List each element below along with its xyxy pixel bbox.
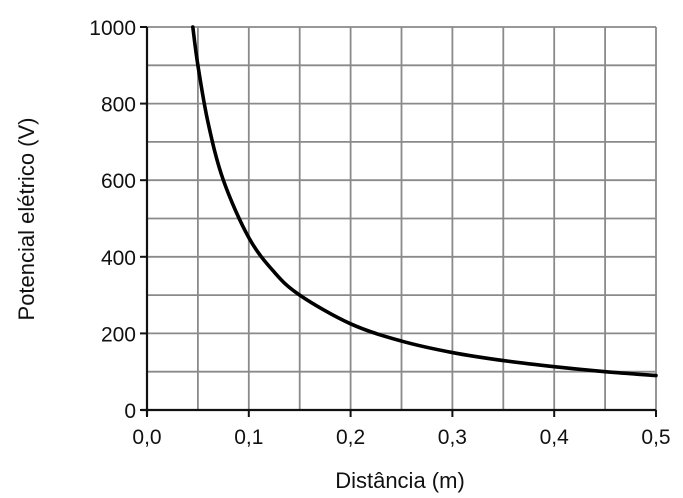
x-tick-label: 0,4 bbox=[540, 426, 570, 449]
x-tick-label: 0,5 bbox=[641, 426, 670, 449]
y-tick-label: 0 bbox=[124, 400, 136, 423]
y-tick-label: 200 bbox=[101, 323, 136, 346]
y-tick-label: 600 bbox=[101, 170, 136, 193]
axes bbox=[141, 27, 656, 416]
ticks bbox=[140, 26, 657, 417]
x-tick-label: 0,2 bbox=[336, 426, 365, 449]
y-tick-label: 800 bbox=[101, 94, 136, 117]
x-tick-label: 0,3 bbox=[438, 426, 467, 449]
x-tick-label: 0,0 bbox=[132, 426, 161, 449]
y-axis-title: Potencial elétrico (V) bbox=[14, 118, 39, 321]
x-tick-label: 0,1 bbox=[234, 426, 263, 449]
y-tick-label: 1000 bbox=[89, 17, 136, 40]
x-axis-title: Distância (m) bbox=[335, 468, 465, 493]
potential-curve bbox=[191, 25, 658, 378]
tick-labels: 0,0 0,1 0,2 0,3 0,4 0,5 0 200 400 600 800 1000 bbox=[89, 17, 670, 449]
grid bbox=[147, 26, 657, 410]
y-tick-label: 400 bbox=[101, 247, 136, 270]
